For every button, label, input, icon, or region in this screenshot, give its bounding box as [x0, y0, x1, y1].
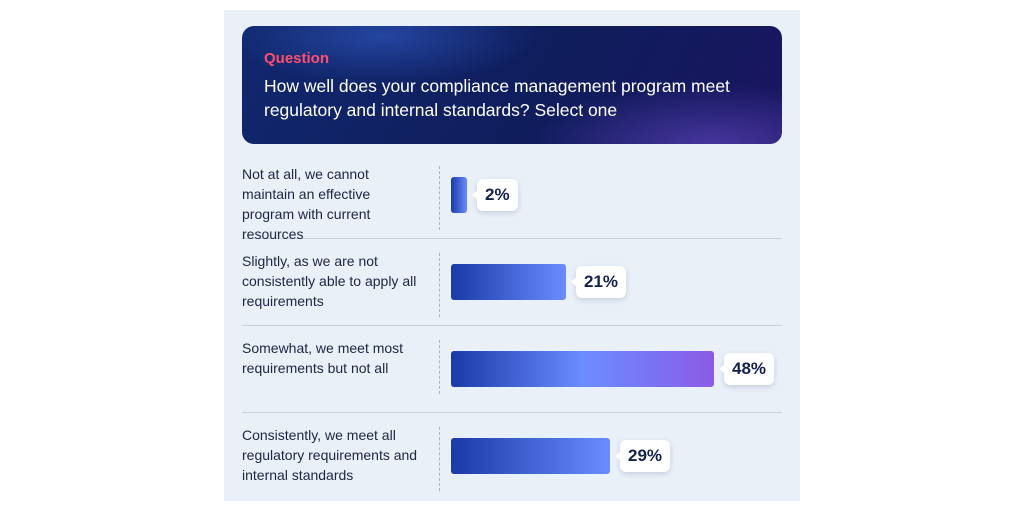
category-label: Slightly, as we are not consistently abl…: [242, 253, 417, 309]
category-label: Consistently, we meet all regulatory req…: [242, 427, 418, 483]
row-separator-line: [439, 427, 440, 491]
question-text: How well does your compliance management…: [264, 76, 730, 120]
bar: [451, 351, 714, 387]
bar: [451, 264, 566, 300]
bar: [451, 177, 467, 213]
value-label: 29%: [614, 440, 671, 472]
category-label: Somewhat, we meet most requirements but …: [242, 340, 404, 376]
question-label: Question: [264, 50, 330, 67]
row-divider: [242, 325, 782, 326]
value-label: 48%: [718, 353, 775, 385]
value-label: 2%: [472, 179, 518, 211]
row-divider: [242, 238, 782, 239]
bar: [451, 438, 610, 474]
value-label: 21%: [570, 266, 627, 298]
row-separator-line: [439, 253, 440, 317]
question-box: Question How well does your compliance m…: [242, 26, 782, 144]
row-divider: [242, 412, 782, 413]
row-separator-line: [439, 166, 440, 230]
survey-card: Question How well does your compliance m…: [224, 10, 800, 501]
category-label: Not at all, we cannot maintain an effect…: [242, 166, 371, 242]
row-separator-line: [439, 340, 440, 394]
